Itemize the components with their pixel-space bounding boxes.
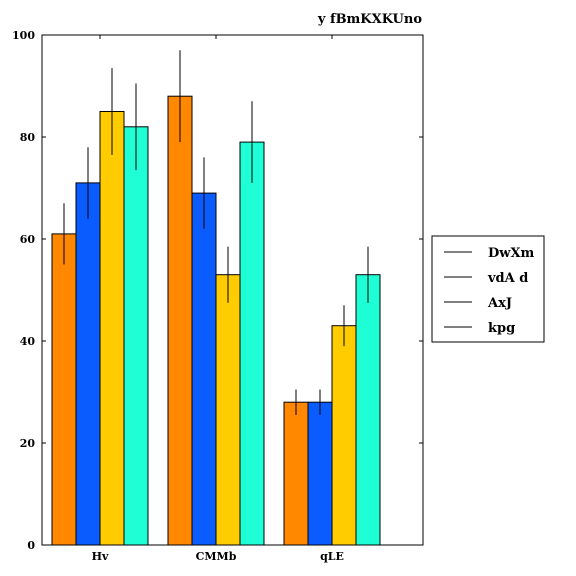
y-tick-label: 80: [20, 131, 36, 144]
bar-AxJ-CMMb: [216, 275, 240, 545]
x-tick-label: Hv: [92, 550, 109, 563]
bar-AxJ-qLE: [332, 326, 356, 545]
y-tick-label: 20: [20, 437, 36, 450]
bar-DwXm-qLE: [284, 402, 308, 545]
chart-title: y fBmKXKUno: [317, 12, 422, 27]
bar-DwXm-CMMb: [168, 96, 192, 545]
bar-vdA-d-CMMb: [192, 193, 216, 545]
legend-label: DwXm: [488, 246, 535, 261]
x-tick-label: CMMb: [196, 550, 237, 563]
x-tick-label: qLE: [320, 550, 344, 563]
bar-vdA-d-Hv: [76, 183, 100, 545]
y-tick-label: 40: [20, 335, 36, 348]
legend: DwXm vdA d AxJ kpg: [432, 236, 544, 342]
y-tick-label: 100: [12, 29, 35, 42]
bar-kpg-Hv: [124, 127, 148, 545]
bar-kpg-qLE: [356, 275, 380, 545]
legend-label: vdA d: [487, 271, 528, 286]
bars-layer: [52, 96, 380, 545]
y-tick-label: 60: [20, 233, 36, 246]
bar-vdA-d-qLE: [308, 402, 332, 545]
legend-label: kpg: [488, 321, 515, 336]
legend-label: AxJ: [487, 296, 512, 311]
bar-DwXm-Hv: [52, 234, 76, 545]
bar-AxJ-Hv: [100, 112, 124, 546]
y-tick-label: 0: [27, 539, 35, 552]
bar-kpg-CMMb: [240, 142, 264, 545]
